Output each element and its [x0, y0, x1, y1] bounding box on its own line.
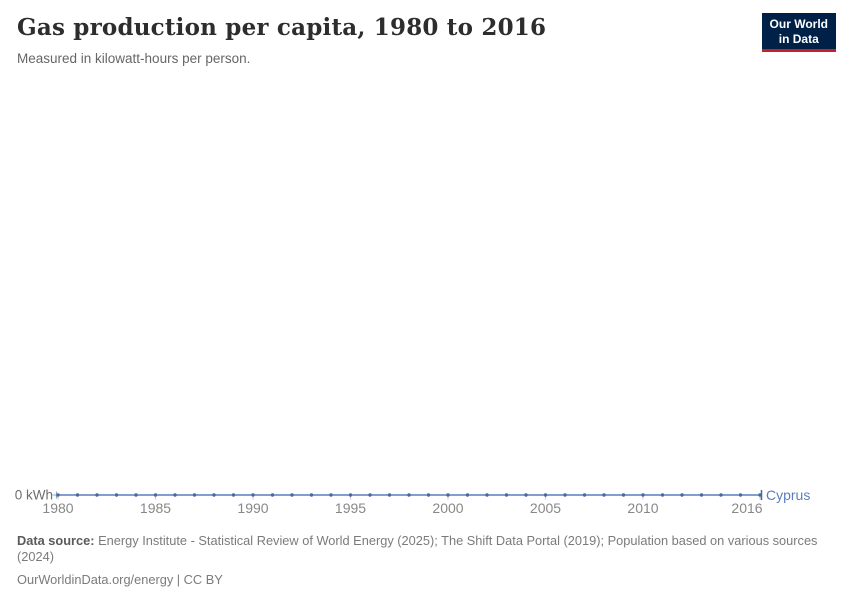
x-axis-tick-label: 2000 [432, 500, 463, 516]
data-point[interactable] [153, 493, 158, 497]
data-point[interactable] [738, 493, 743, 497]
data-point[interactable] [95, 493, 99, 497]
data-point[interactable] [329, 493, 333, 497]
data-point[interactable] [348, 493, 353, 497]
data-point[interactable] [504, 493, 509, 497]
owid-link[interactable]: OurWorldinData.org/energy [17, 571, 174, 587]
data-point[interactable] [602, 493, 606, 497]
data-point[interactable] [582, 493, 587, 497]
x-axis-tick-label: 2005 [530, 500, 561, 516]
x-axis-tick-label: 1980 [42, 500, 73, 516]
x-axis-tick-label: 1990 [237, 500, 268, 516]
data-point[interactable] [192, 493, 197, 497]
x-axis-tick-label: 1985 [140, 500, 171, 516]
data-source-text: Energy Institute - Statistical Review of… [17, 533, 818, 564]
data-point[interactable] [426, 493, 431, 497]
data-point[interactable] [251, 493, 255, 497]
entity-label[interactable]: Cyprus [766, 487, 810, 503]
data-point[interactable] [563, 493, 567, 497]
data-point[interactable] [543, 493, 548, 497]
data-point[interactable] [485, 493, 489, 497]
data-source-line: Data source: Energy Institute - Statisti… [17, 533, 833, 565]
data-point[interactable] [680, 493, 684, 497]
data-point[interactable] [270, 493, 275, 497]
data-point[interactable] [114, 493, 119, 497]
page-title: Gas production per capita, 1980 to 2016 [17, 14, 547, 41]
data-point[interactable] [368, 493, 372, 497]
data-point[interactable] [621, 493, 626, 497]
data-point[interactable] [641, 493, 645, 497]
x-axis-tick-label: 2016 [731, 500, 762, 516]
y-axis-label: 0 kWh [15, 488, 53, 503]
license-text: | CC BY [173, 571, 223, 587]
data-point[interactable] [134, 493, 138, 497]
data-point[interactable] [231, 493, 236, 497]
chart-footer: Data source: Energy Institute - Statisti… [17, 533, 833, 588]
data-source-label: Data source: [17, 533, 95, 548]
page-subtitle: Measured in kilowatt-hours per person. [17, 51, 251, 66]
data-point[interactable] [75, 493, 80, 497]
data-point[interactable] [465, 493, 470, 497]
credit-line: OurWorldinData.org/energy | CC BY [17, 572, 833, 588]
owid-logo[interactable]: Our World in Data [761, 13, 836, 53]
owid-logo-line2: in Data [778, 31, 819, 46]
data-point[interactable] [173, 493, 177, 497]
data-point[interactable] [699, 493, 704, 497]
x-axis-tick-label: 1995 [335, 500, 366, 516]
data-point[interactable] [387, 493, 392, 497]
data-point[interactable] [446, 493, 450, 497]
data-point[interactable] [290, 493, 294, 497]
owid-logo-line1: Our World [769, 17, 828, 31]
data-point[interactable] [719, 493, 723, 497]
data-point[interactable] [660, 493, 665, 497]
x-axis-tick-label: 2010 [627, 500, 658, 516]
data-point[interactable] [56, 493, 60, 497]
data-point[interactable] [524, 493, 528, 497]
data-point[interactable] [407, 493, 411, 497]
data-point[interactable] [309, 493, 314, 497]
data-point[interactable] [212, 493, 216, 497]
